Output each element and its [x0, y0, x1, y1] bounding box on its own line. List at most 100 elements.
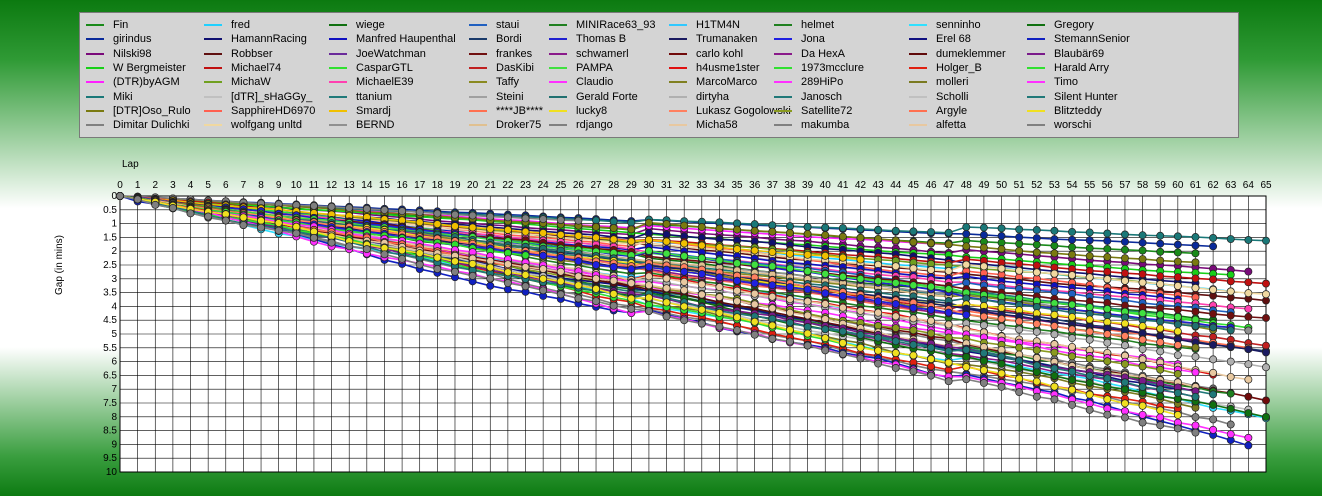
legend-label: 1973mcclure: [801, 61, 864, 74]
series-marker: [768, 314, 777, 323]
series-marker: [838, 292, 847, 301]
series-marker: [1156, 239, 1165, 248]
legend-swatch: [204, 66, 222, 69]
series-marker: [1050, 330, 1059, 339]
legend-label: ****JB****: [496, 104, 544, 117]
series-marker: [821, 223, 830, 232]
series-marker: [1156, 324, 1165, 333]
series-marker: [415, 218, 424, 227]
series-marker: [1121, 385, 1129, 394]
series-marker: [979, 262, 988, 271]
series-marker: [856, 330, 865, 339]
series-marker: [838, 224, 847, 232]
series-marker: [944, 267, 953, 275]
series-marker: [1156, 231, 1165, 240]
series-marker: [574, 231, 583, 240]
series-marker: [768, 281, 777, 290]
series-marker: [1244, 433, 1253, 442]
legend-label: StemannSenior: [1054, 33, 1130, 46]
x-tick-label: 52: [1031, 180, 1043, 191]
series-marker: [803, 250, 812, 259]
series-marker: [1015, 374, 1024, 383]
series-marker: [592, 274, 600, 283]
series-marker: [274, 226, 283, 235]
x-tick-label: 53: [1049, 180, 1061, 191]
x-tick-label: 62: [1208, 180, 1220, 191]
series-marker: [556, 277, 565, 286]
legend-swatch: [329, 52, 347, 55]
legend-label: Michael74: [231, 61, 282, 74]
series-marker: [1015, 356, 1024, 365]
series-marker: [874, 225, 883, 234]
x-tick-label: 60: [1172, 180, 1184, 191]
legend-swatch: [774, 109, 792, 112]
x-tick-label: 4: [188, 180, 194, 191]
legend-label: h4usme1ster: [696, 61, 760, 74]
series-marker: [1015, 225, 1024, 234]
series-marker: [979, 356, 988, 365]
series-marker: [609, 263, 618, 271]
series-marker: [1103, 267, 1112, 276]
series-marker: [786, 249, 794, 258]
series-marker: [927, 282, 935, 291]
legend-swatch: [204, 124, 222, 127]
series-marker: [997, 264, 1006, 273]
series-marker: [803, 222, 812, 231]
legend-label: frankes: [496, 47, 533, 60]
series-marker: [1068, 400, 1077, 409]
series-marker: [1103, 382, 1112, 391]
series-marker: [486, 263, 495, 272]
series-marker: [345, 203, 354, 212]
series-marker: [1050, 371, 1059, 380]
series-marker: [891, 236, 900, 245]
series-marker: [1191, 413, 1200, 422]
series-marker: [715, 308, 724, 317]
series-marker: [1032, 248, 1041, 257]
series-marker: [1015, 388, 1024, 397]
series-marker: [662, 265, 671, 274]
series-marker: [1244, 312, 1253, 321]
series-marker: [415, 208, 424, 217]
legend-label: Jona: [801, 33, 825, 46]
x-tick-label: 15: [379, 180, 391, 191]
series-marker: [168, 204, 177, 212]
series-marker: [997, 369, 1006, 378]
series-marker: [1121, 230, 1129, 239]
series-marker: [1191, 368, 1200, 377]
series-marker: [345, 242, 354, 251]
legend-label: Satellite72: [801, 104, 853, 117]
series-marker: [750, 330, 759, 339]
series-marker: [962, 260, 971, 269]
series-marker: [1032, 234, 1041, 242]
series-marker: [1191, 307, 1200, 316]
series-marker: [909, 281, 918, 290]
series-marker: [944, 347, 953, 356]
x-tick-label: 38: [784, 180, 796, 191]
series-marker: [944, 285, 953, 294]
legend-label: Claudio: [576, 76, 614, 89]
legend-label: Manfred Haupenthal: [356, 33, 456, 46]
series-marker: [874, 234, 883, 243]
series-marker: [1209, 415, 1218, 424]
legend-swatch: [1027, 124, 1045, 127]
series-marker: [891, 364, 900, 372]
legend-label: worschi: [1054, 119, 1092, 132]
y-axis-label: Gap (in mins): [54, 235, 65, 295]
series-marker: [1226, 420, 1235, 429]
series-marker: [715, 224, 724, 233]
series-marker: [821, 315, 830, 324]
legend-label: MarcoMarco: [696, 76, 758, 89]
series-marker: [1032, 361, 1041, 370]
series-marker: [979, 231, 988, 239]
x-tick-label: 43: [873, 180, 885, 191]
legend-swatch: [669, 124, 687, 127]
series-marker: [786, 264, 794, 273]
legend-label: Harald Arry: [1054, 61, 1110, 74]
x-tick-label: 37: [767, 180, 779, 191]
series-marker: [1138, 401, 1147, 410]
series-marker: [1156, 280, 1165, 289]
legend-swatch: [549, 38, 567, 41]
series-marker: [1032, 268, 1041, 277]
legend-label: Timo: [1054, 76, 1079, 89]
legend-swatch: [774, 81, 792, 84]
